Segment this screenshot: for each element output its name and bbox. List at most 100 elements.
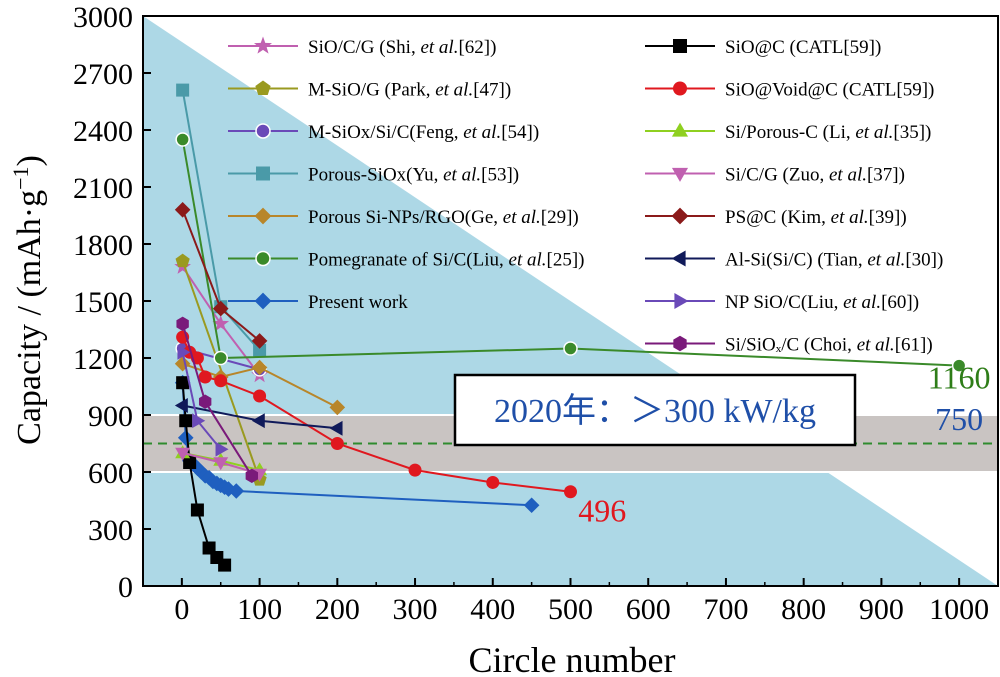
y-tick-label-2: 600 [88,457,133,490]
data-point-8-7 [408,463,422,477]
y-axis-label-close: ) [11,155,48,166]
y-tick-label-1: 300 [88,514,133,547]
x-tick-label-10: 1000 [929,593,989,626]
legend-label-plain-6: Present work [308,292,408,313]
band-label-box [453,373,857,447]
x-tick-label-9: 900 [859,593,904,626]
data-point-7-3 [190,503,204,517]
legend-marker-1 [255,80,271,96]
legend-label-0: SiO/C/G (Shi, et al.[62]) [308,37,496,58]
legend-marker-14 [673,335,687,352]
data-point-14-1 [198,394,212,409]
data-point-3-2 [253,343,267,357]
legend-label-italic-5: et al. [509,250,547,271]
data-point-14-0 [176,316,189,331]
data-point-6-13 [228,483,245,499]
legend-marker-10 [671,167,689,182]
legend-label-tail-4: [29]) [541,207,579,228]
data-point-7-1 [179,414,193,428]
data-point-7-6 [218,558,232,572]
data-point-6-1 [177,430,194,446]
legend-marker-11 [671,207,689,225]
legend-item-6: Present work [228,292,408,313]
data-point-10-1 [213,457,229,471]
legend-label-plain-7: SiO@C (CATL[59]) [725,37,881,58]
data-point-5-0 [175,132,190,147]
data-point-8-4 [214,374,228,388]
legend-label-italic-0: et al. [420,37,458,58]
legend-label-12: Al-Si(Si/C) (Tian, et al.[30]) [725,250,943,271]
data-point-8-9 [564,485,577,499]
legend-item-11: PS@C (Kim, et al.[39]) [645,207,907,228]
data-point-13-1 [192,413,206,429]
legend-label-italic-12: et al. [867,250,905,271]
series-14 [176,316,259,483]
legend-label-italic-10: et al. [829,165,867,186]
legend-marker-7 [673,39,687,53]
data-point-8-3 [198,370,212,384]
x-tick-label-1: 100 [237,593,282,626]
y-tick-label-5: 1500 [73,286,133,319]
data-point-12-1 [251,413,265,429]
legend-label-plain-8: SiO@Void@C (CATL[59]) [725,80,934,101]
legend-label-13: NP SiO/C(Liu, et al.[60]) [725,292,919,313]
legend-item-12: Al-Si(Si/C) (Tian, et al.[30]) [645,250,943,271]
legend-item-14: Si/SiOₓ/C (Choi, et al.[61]) [645,335,933,356]
legend-label-plain-1: M-SiO/G (Park, [308,80,435,101]
data-point-11-0 [174,202,191,218]
axes: 0 100 200 300 400 500 600 700 800 900 1000 0 300 600 9… [73,1,999,626]
legend-label-plain-11: PS@C (Kim, [725,207,831,228]
data-point-8-8 [486,475,500,489]
series-line-5 [181,139,960,367]
data-point-11-1 [212,300,229,317]
legend-item-7: SiO@C (CATL[59]) [645,37,881,58]
y-axis-label-sup: −1 [8,166,33,189]
legend-marker-12 [671,250,686,267]
y-axis-label-main: Capacity / (mAh·g [11,190,48,445]
legend-item-5: Pomegranate of Si/C(Liu, et al.[25]) [228,250,585,271]
legend-label-10: Si/C/G (Zuo, et al.[37]) [725,165,905,186]
data-point-7-0 [176,376,190,390]
legend-label-tail-12: [30]) [905,250,943,271]
data-point-13-2 [215,441,229,457]
legend-label-6: Present work [308,292,408,313]
y-tick-label-9: 2700 [73,58,133,91]
y-tick-label-3: 900 [88,400,133,433]
legend-label-plain-13: NP SiO/C(Liu, [725,292,843,313]
data-point-3-0 [176,83,190,97]
data-point-5-2 [563,341,578,356]
y-axis-label-text: Capacity / (mAh·g−1) [8,155,48,445]
legend-label-tail-11: [39]) [869,207,907,228]
annotation-1: 750 [935,401,983,437]
data-point-8-6 [330,437,344,450]
legend-label-5: Pomegranate of Si/C(Liu, et al.[25]) [308,250,585,271]
data-point-5-1 [213,350,228,366]
legend-item-9: Si/Porous-C (Li, et al.[35]) [645,122,931,143]
x-tick-label-2: 200 [315,593,360,626]
band-label-value: ＞300 kW/kg [630,393,816,430]
data-point-4-3 [329,399,346,416]
legend-marker-0 [254,36,272,54]
series-11 [174,202,268,349]
data-point-4-2 [251,359,268,376]
legend-item-0: SiO/C/G (Shi, et al.[62]) [228,36,496,58]
legend-label-plain-10: Si/C/G (Zuo, [725,165,829,186]
y-tick-label-7: 2100 [73,172,133,205]
legend-marker-4 [254,207,272,225]
y-tick-label-6: 1800 [73,229,133,262]
x-tick-label-4: 400 [470,593,515,626]
annotation-0: 1160 [928,359,991,395]
legend-label-2: M-SiOx/Si/C(Feng, et al.[54]) [308,122,539,143]
legend-marker-13 [674,292,689,310]
legend-label-italic-13: et al. [843,292,881,313]
series-13 [177,344,229,457]
band-label-year: 2020年： [494,392,630,430]
target-band: 2020年：＞300 kW/kg [142,373,999,473]
legend-marker-9 [671,122,689,137]
legend-label-italic-2: et al. [463,122,501,143]
legend-label-plain-14: Si/SiOₓ/C (Choi, [725,335,857,356]
legend-label-plain-4: Porous Si-NPs/RGO(Ge, [308,207,503,228]
legend-item-2: M-SiOx/Si/C(Feng, et al.[54]) [228,122,539,143]
legend-item-8: SiO@Void@C (CATL[59]) [645,80,934,101]
